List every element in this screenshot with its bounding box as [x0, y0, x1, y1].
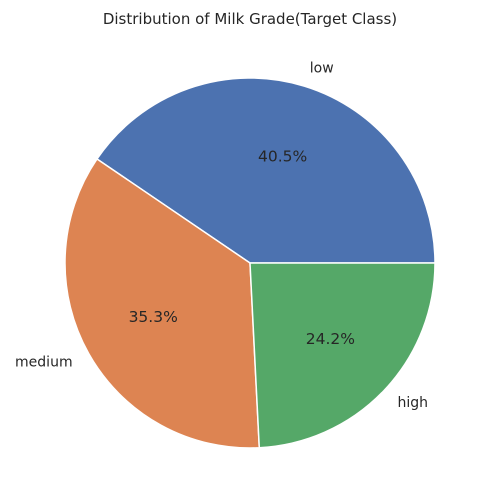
pie-slice-low: [96, 77, 436, 264]
category-label-medium: medium: [15, 355, 73, 371]
percent-label-medium: 35.3%: [129, 308, 178, 326]
percent-label-low: 40.5%: [258, 147, 307, 165]
pie-labels: low 40.5% medium 35.3% high 24.2%: [15, 61, 428, 412]
category-label-low: low: [310, 61, 334, 77]
pie-slice-high: [249, 262, 436, 449]
category-label-high: high: [398, 395, 429, 411]
pie-slice-medium: [64, 158, 261, 449]
percent-label-high: 24.2%: [306, 330, 355, 348]
chart-title: Distribution of Milk Grade(Target Class): [103, 10, 397, 28]
pie-slices: [64, 77, 436, 449]
